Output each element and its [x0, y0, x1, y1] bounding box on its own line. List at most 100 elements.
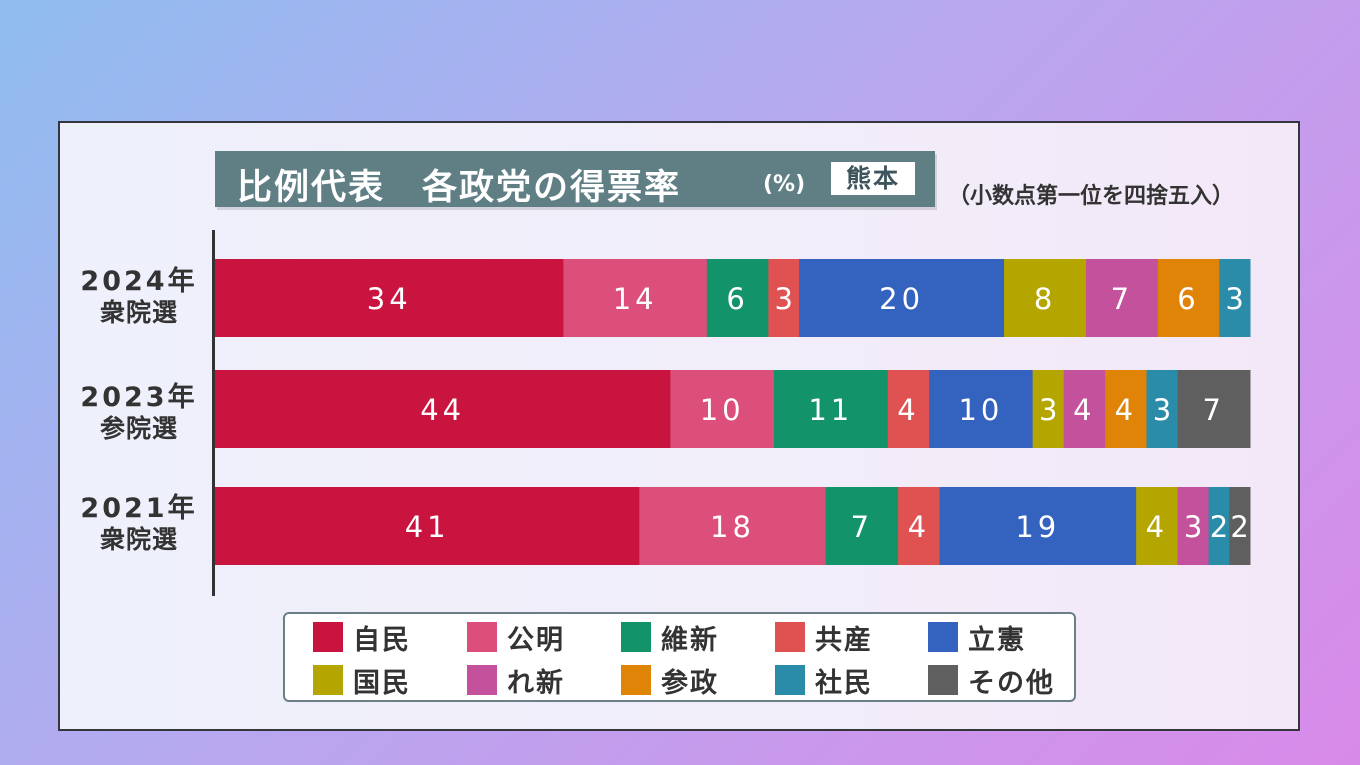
bar-value-label: 3 — [1184, 510, 1202, 544]
bar-value-label: 3 — [1153, 393, 1171, 427]
legend-swatch — [621, 665, 651, 695]
legend-label: 立憲 — [968, 624, 1026, 656]
bar-segment — [929, 370, 1034, 448]
bar-segment — [1208, 487, 1230, 565]
legend-swatch — [467, 665, 497, 695]
bar-segment — [1177, 487, 1210, 565]
legend-item: 自民 — [313, 619, 411, 656]
legend-item: 立憲 — [928, 619, 1026, 656]
bar-value-label: 41 — [405, 510, 450, 544]
row-label-year: 2023年 — [80, 382, 198, 413]
legend-swatch — [775, 665, 805, 695]
bar-value-label: 44 — [420, 393, 465, 427]
rounding-note: （小数点第一位を四捨五入） — [948, 184, 1235, 209]
legend-label: 共産 — [815, 624, 873, 656]
legend-item: 共産 — [775, 619, 873, 656]
row-label-2021: 2021年 衆院選 — [68, 493, 210, 555]
bar-segment — [799, 259, 1005, 337]
bar-segment — [215, 370, 671, 448]
bar-segment — [1063, 370, 1106, 448]
legend-swatch — [621, 622, 651, 652]
bar-segment — [939, 487, 1137, 565]
legend-item: 社民 — [775, 662, 873, 699]
bar-value-label: 3 — [1039, 393, 1057, 427]
bar-value-label: 4 — [1146, 510, 1168, 544]
bar-segment — [215, 487, 640, 565]
bar-value-label: 7 — [851, 510, 873, 544]
bar-value-label: 3 — [775, 282, 793, 316]
legend-item: 国民 — [313, 662, 411, 699]
chart-title: 比例代表 各政党の得票率 — [237, 168, 682, 208]
legend-swatch — [775, 622, 805, 652]
bar-value-label: 4 — [1115, 393, 1137, 427]
bar-value-label: 7 — [1203, 393, 1225, 427]
bar-value-label: 4 — [908, 510, 930, 544]
bar-value-label: 14 — [613, 282, 658, 316]
legend-label: その他 — [968, 667, 1055, 699]
legend-label: 自民 — [353, 624, 411, 656]
bar-segment — [768, 259, 800, 337]
legend-label: 参政 — [661, 667, 719, 699]
bar-value-label: 2 — [1230, 510, 1248, 544]
bar-value-label: 20 — [879, 282, 924, 316]
row-label-election: 参院選 — [99, 414, 178, 443]
bar-segment — [1105, 370, 1147, 448]
region-badge: 熊本 — [831, 162, 915, 195]
legend-label: 社民 — [815, 667, 873, 699]
bar-value-label: 7 — [1111, 282, 1133, 316]
bar-segment — [1136, 487, 1179, 565]
row-label-year: 2024年 — [80, 266, 198, 297]
bar-segment — [825, 487, 899, 565]
legend-item: その他 — [928, 662, 1055, 699]
bar-segment — [1177, 370, 1251, 448]
bar-value-label: 6 — [1177, 282, 1199, 316]
bar-value-label: 2 — [1210, 510, 1228, 544]
bar-segment — [1229, 487, 1251, 565]
bar-segment — [1032, 370, 1065, 448]
row-label-election: 衆院選 — [99, 525, 178, 554]
row-label-2023: 2023年 参院選 — [68, 382, 210, 444]
legend-label: 維新 — [661, 624, 719, 656]
bar-segment — [706, 259, 769, 337]
bar-value-label: 10 — [958, 393, 1003, 427]
bar-value-label: 8 — [1034, 282, 1056, 316]
bar-value-label: 34 — [367, 282, 412, 316]
legend-item: 維新 — [621, 619, 719, 656]
bar-segment — [1146, 370, 1179, 448]
legend-swatch — [928, 665, 958, 695]
bar-value-label: 3 — [1225, 282, 1243, 316]
bar-segment — [898, 487, 940, 565]
legend-label: 国民 — [353, 667, 411, 699]
bar-value-label: 6 — [726, 282, 748, 316]
legend: 自民 公明 維新 共産 立憲国民 れ新 参政 社民 その他 — [283, 612, 1076, 702]
legend-item: れ新 — [467, 662, 565, 699]
bar-segment — [887, 370, 930, 448]
chart-unit: (%) — [763, 172, 806, 197]
legend-swatch — [313, 622, 343, 652]
bar-value-label: 19 — [1015, 510, 1060, 544]
bar-segment — [1157, 259, 1220, 337]
legend-swatch — [313, 665, 343, 695]
legend-label: 公明 — [507, 624, 565, 656]
row-label-election: 衆院選 — [99, 298, 178, 327]
bar-segment — [1086, 259, 1159, 337]
bar-segment — [639, 487, 827, 565]
legend-item: 参政 — [621, 662, 719, 699]
bar-segment — [563, 259, 708, 337]
chart-title-box: 比例代表 各政党の得票率 (%) 熊本 — [215, 151, 935, 208]
bar-segment — [670, 370, 775, 448]
category-axis-line — [212, 230, 215, 596]
bar-value-label: 10 — [700, 393, 745, 427]
row-label-year: 2021年 — [80, 493, 198, 524]
bar-segment — [1219, 259, 1251, 337]
legend-swatch — [467, 622, 497, 652]
bar-value-label: 4 — [1073, 393, 1095, 427]
bar-value-label: 18 — [710, 510, 755, 544]
legend-swatch — [928, 622, 958, 652]
bar-segment — [773, 370, 889, 448]
bar-segment — [215, 259, 564, 337]
bar-value-label: 4 — [897, 393, 919, 427]
legend-label: れ新 — [507, 667, 565, 699]
row-label-2024: 2024年 衆院選 — [68, 266, 210, 328]
